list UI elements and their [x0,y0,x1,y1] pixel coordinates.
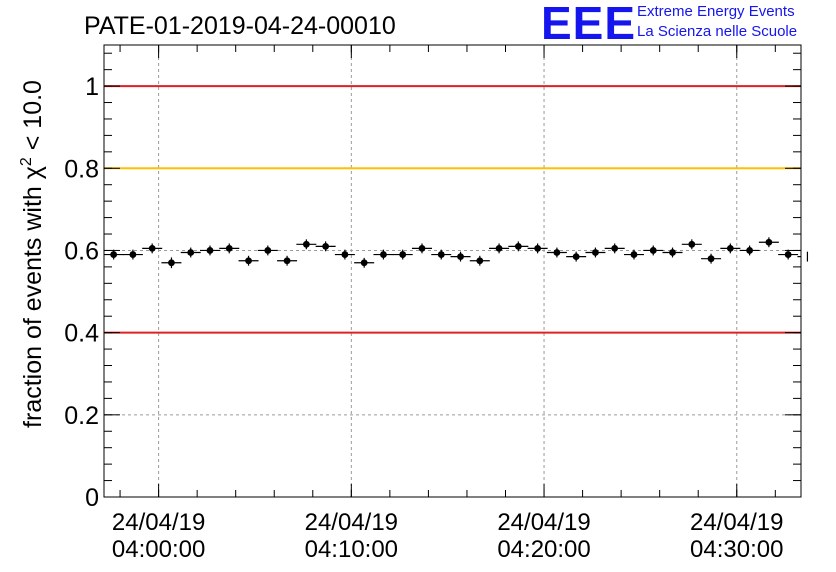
data-point [572,253,580,261]
data-point [630,251,638,258]
eee-logo-line2: La Scienza nelle Scuole [637,23,798,40]
plot-frame [103,44,802,498]
data-point [225,245,233,252]
x-tick-label-date: 24/04/19 [112,509,205,536]
data-point [784,251,792,258]
data-point [534,245,542,252]
x-tick-label-time: 04:20:00 [497,536,590,563]
data-point [399,251,407,258]
data-point [380,251,387,258]
y-tick-label: 0.8 [64,155,99,183]
y-tick-label: 1 [85,73,99,101]
data-point [283,257,291,265]
x-tick-label-date: 24/04/19 [305,509,398,536]
gridlines [104,45,801,497]
data-point [322,242,330,250]
x-tick-label-date: 24/04/19 [497,509,590,536]
data-point [148,245,156,252]
x-tick-label-date: 24/04/19 [690,509,783,536]
data-point [168,259,175,267]
data-point [688,240,696,248]
y-axis-label: fraction of events with χ2 < 10.0 [18,80,47,428]
data-point [765,238,773,246]
data-point [746,247,754,254]
y-tick-label: 0.4 [64,320,99,348]
y-axis-label-main: fraction of events with χ [19,166,47,428]
chart-title: PATE-01-2019-04-24-00010 [84,12,396,40]
y-tick-label: 0.6 [64,237,99,265]
eee-logo-line1: Extreme Energy Events [637,3,795,20]
data-point [341,251,349,258]
y-axis-label-tail: < 10.0 [19,80,47,157]
data-point [514,242,522,250]
data-points [104,237,809,269]
x-tick-labels: 24/04/1904:00:0024/04/1904:10:0024/04/19… [112,509,784,563]
data-point [264,247,272,254]
data-point [476,257,484,265]
data-point [611,245,619,252]
eee-logo-mark: EEE [541,0,637,49]
data-point [418,245,426,252]
x-tick-label-time: 04:00:00 [112,536,205,563]
data-point [110,251,118,258]
x-tick-label-time: 04:30:00 [690,536,783,563]
data-point [437,251,445,258]
data-point [206,247,214,254]
data-point [495,245,503,252]
data-point [553,249,561,256]
y-tick-label: 0.2 [64,402,99,430]
axis-ticks [104,45,801,498]
data-point [245,257,252,265]
y-tick-label: 0 [85,484,99,512]
data-point [187,249,195,256]
data-point [669,249,676,256]
data-point [302,240,310,248]
data-point [707,255,715,263]
x-tick-label-time: 04:10:00 [305,536,398,563]
y-tick-labels: 0 0.2 0.4 0.6 0.8 1 [64,73,99,512]
data-point [457,253,464,261]
data-point [592,249,599,256]
reference-lines [104,85,801,334]
data-point [360,259,368,267]
data-point [726,245,734,252]
data-point [129,251,137,258]
y-axis-label-superscript: 2 [18,157,35,166]
data-point [649,247,657,254]
